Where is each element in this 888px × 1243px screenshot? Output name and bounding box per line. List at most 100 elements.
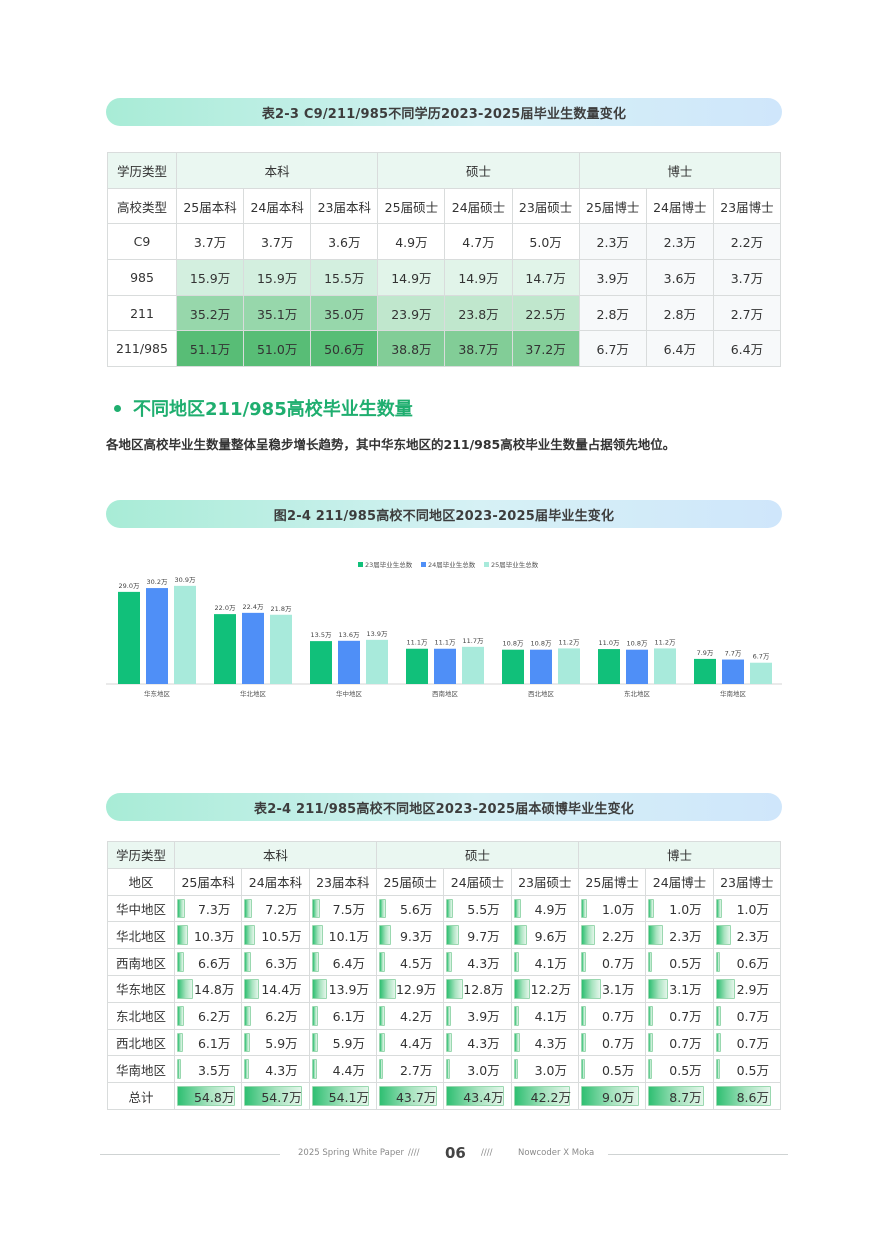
region-bar-chart: 23届毕业生总数 24届毕业生总数 25届毕业生总数 29.0万 30.2万 30.9万华… xyxy=(106,560,782,698)
row-label: 211 xyxy=(107,294,177,332)
table-cell: 38.7万 xyxy=(444,330,513,368)
cell-value: 10.5万 xyxy=(261,928,302,944)
category-label: 西北地区 xyxy=(528,689,555,698)
row-label: 华东地区 xyxy=(107,974,175,1003)
bar xyxy=(750,662,772,684)
table-cell: 2.7万 xyxy=(712,294,782,332)
data-bar-fill xyxy=(446,1086,505,1106)
table-cell: 9.7万 xyxy=(443,921,512,950)
footer-rule-left xyxy=(100,1154,280,1155)
data-bar-fill xyxy=(311,1032,318,1053)
column-header: 地区 xyxy=(107,867,175,896)
bar-value-label: 7.7万 xyxy=(725,650,742,658)
table-cell: 3.9万 xyxy=(578,259,647,296)
bar xyxy=(366,639,388,684)
footer-right-text: Nowcoder X Moka xyxy=(518,1148,595,1158)
data-bar-fill xyxy=(580,952,586,972)
column-header: 24届硕士 xyxy=(444,187,513,225)
table-cell: 50.6万 xyxy=(310,330,379,368)
row-label: 华中地区 xyxy=(107,894,175,923)
category-label: 东北地区 xyxy=(624,689,651,698)
table-row: 华中地区 7.3万 7.2万 7.5万 5.6万 5.5万 4.9万 1.0万 1.0万 1.0万 xyxy=(107,894,782,923)
bar xyxy=(434,648,456,684)
data-bar-fill xyxy=(580,898,587,919)
category-label: 华中地区 xyxy=(336,689,363,698)
footer-left-text: 2025 Spring White Paper xyxy=(298,1148,404,1158)
cell-value: 12.8万 xyxy=(463,982,504,998)
table-cell: 14.9万 xyxy=(444,259,513,296)
table-cell: 4.5万 xyxy=(375,948,445,976)
table-cell: 0.7万 xyxy=(645,1028,714,1057)
column-header: 24届博士 xyxy=(645,187,714,225)
table-cell: 2.3万 xyxy=(578,223,647,261)
category-label: 西南地区 xyxy=(432,689,459,698)
data-bar-fill xyxy=(715,952,720,972)
table-cell: 10.5万 xyxy=(241,921,310,950)
cell-value: 2.7万 xyxy=(399,1062,433,1078)
data-bar-fill xyxy=(311,925,323,946)
column-header: 23届硕士 xyxy=(511,187,580,225)
table-row: 华南地区 3.5万 4.3万 4.4万 2.7万 3.0万 3.0万 0.5万 0.5万 0.5万 xyxy=(107,1055,782,1084)
bar xyxy=(338,640,360,684)
data-bar-fill xyxy=(715,898,722,919)
cell-value: 3.0万 xyxy=(467,1062,500,1078)
cell-value: 7.5万 xyxy=(332,901,366,917)
table-cell: 10.1万 xyxy=(308,921,377,950)
table-cell: 3.6万 xyxy=(310,223,379,261)
column-header: 25届博士 xyxy=(578,187,647,225)
section-heading: 不同地区211/985高校毕业生数量 xyxy=(114,395,413,421)
table-cell: 15.9万 xyxy=(243,259,312,296)
data-bar-fill xyxy=(446,1059,451,1080)
row-label: 东北地区 xyxy=(107,1001,175,1030)
cell-value: 3.0万 xyxy=(534,1062,567,1078)
chart-legend: 23届毕业生总数 24届毕业生总数 25届毕业生总数 xyxy=(358,560,539,569)
bar-value-label: 22.4万 xyxy=(243,603,264,611)
data-bar-fill xyxy=(513,1032,520,1053)
cell-value: 4.4万 xyxy=(332,1062,366,1078)
legend-label: 25届毕业生总数 xyxy=(491,560,539,569)
data-bar-fill xyxy=(580,925,595,946)
table-cell: 3.6万 xyxy=(645,259,714,296)
data-bar-fill xyxy=(446,898,454,919)
cell-value: 3.5万 xyxy=(197,1062,231,1078)
column-header: 25届硕士 xyxy=(377,187,446,225)
cell-value: 0.5万 xyxy=(736,1062,769,1078)
table-cell: 4.7万 xyxy=(444,223,513,261)
table-cell: 2.7万 xyxy=(375,1055,445,1084)
table-cell: 0.5万 xyxy=(645,1055,714,1084)
table-cell: 51.1万 xyxy=(175,330,245,368)
data-bar-fill xyxy=(378,1032,385,1053)
category-label: 华东地区 xyxy=(144,689,171,698)
bar xyxy=(654,648,676,684)
cell-value: 3.1万 xyxy=(601,982,635,998)
cell-value: 8.6万 xyxy=(736,1089,769,1105)
table-row: C9 3.7万 3.7万 3.6万 4.9万 4.7万 5.0万 2.3万 2.3万 2.2万 xyxy=(107,223,782,261)
bar xyxy=(242,612,264,684)
legend-swatch xyxy=(358,562,363,567)
table-cell: 2.3万 xyxy=(645,223,714,261)
cell-value: 14.8万 xyxy=(193,982,235,998)
data-bar-fill xyxy=(446,1032,453,1053)
legend-label: 23届毕业生总数 xyxy=(365,560,413,569)
cell-value: 54.1万 xyxy=(328,1089,369,1105)
data-bar-fill xyxy=(378,952,385,972)
cell-value: 0.7万 xyxy=(601,1035,635,1051)
cell-value: 10.3万 xyxy=(193,928,235,944)
table-cell: 3.0万 xyxy=(443,1055,512,1084)
table-cell: 4.1万 xyxy=(510,1001,579,1030)
cell-value: 0.5万 xyxy=(669,1062,702,1078)
table-cell: 37.2万 xyxy=(511,330,580,368)
table-cell: 1.0万 xyxy=(645,894,714,923)
table-cell: 12.8万 xyxy=(443,974,512,1003)
row-label: 西北地区 xyxy=(107,1028,175,1057)
table-cell: 42.2万 xyxy=(510,1082,579,1110)
header-group: 硕士 xyxy=(377,152,580,189)
data-bar-fill xyxy=(378,1059,383,1080)
cell-value: 54.7万 xyxy=(261,1089,302,1105)
legend-label: 24届毕业生总数 xyxy=(428,560,476,569)
row-label: 总计 xyxy=(107,1082,175,1110)
bar xyxy=(722,659,744,684)
table-cell: 6.3万 xyxy=(241,948,310,976)
table-cell: 2.3万 xyxy=(712,921,782,950)
table-cell: 3.5万 xyxy=(173,1055,243,1084)
